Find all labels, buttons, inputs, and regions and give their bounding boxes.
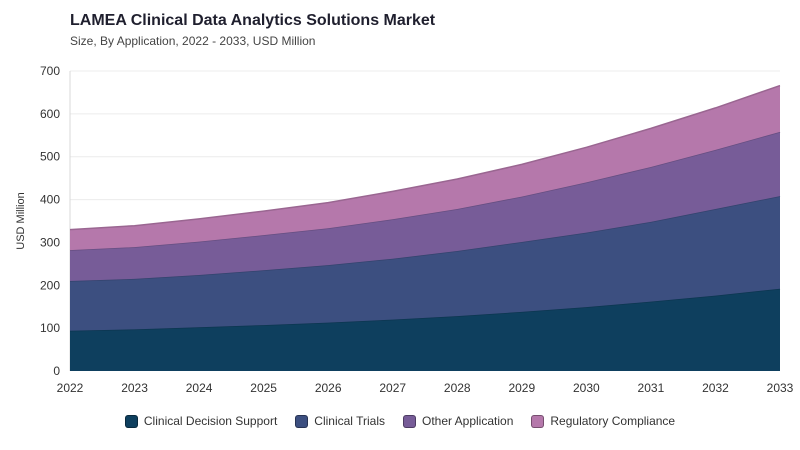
x-tick-label: 2026 [315, 381, 342, 395]
legend-item[interactable]: Clinical Trials [295, 414, 385, 428]
chart-title: LAMEA Clinical Data Analytics Solutions … [70, 12, 436, 29]
x-tick-label: 2025 [250, 381, 277, 395]
legend-label: Regulatory Compliance [550, 414, 676, 428]
legend-item[interactable]: Clinical Decision Support [124, 414, 278, 428]
area-series-regulatory-compliance [70, 85, 780, 251]
x-tick-label: 2023 [121, 381, 148, 395]
area-series-other-application [70, 131, 780, 281]
legend-swatch [402, 414, 416, 428]
x-tick-label: 2022 [57, 381, 84, 395]
y-tick-label: 400 [40, 193, 60, 207]
y-tick-label: 300 [40, 235, 60, 249]
x-tick-label: 2027 [379, 381, 406, 395]
y-tick-label: 600 [40, 107, 60, 121]
legend-swatch [295, 414, 309, 428]
x-tick-label: 2031 [638, 381, 665, 395]
x-tick-label: 2032 [702, 381, 729, 395]
legend-label: Other Application [421, 414, 514, 428]
legend-swatch [124, 414, 138, 428]
y-tick-label: 700 [40, 64, 60, 78]
y-tick-label: 100 [40, 321, 60, 335]
legend-label: Clinical Decision Support [143, 414, 278, 428]
y-axis-label: USD Million [15, 192, 27, 249]
y-tick-label: 500 [40, 150, 60, 164]
x-tick-label: 2029 [508, 381, 535, 395]
area-series-clinical-trials [70, 196, 780, 331]
chart-subtitle: Size, By Application, 2022 - 2033, USD M… [70, 34, 316, 48]
legend-label: Clinical Trials [314, 414, 385, 428]
x-tick-label: 2030 [573, 381, 600, 395]
legend-item[interactable]: Other Application [402, 414, 514, 428]
series-line-regulatory-compliance [69, 84, 781, 231]
x-tick-label: 2033 [767, 381, 794, 395]
legend-swatch [531, 414, 545, 428]
y-tick-label: 200 [40, 278, 60, 292]
legend: Clinical Decision Support Clinical Trials… [0, 414, 800, 428]
x-tick-label: 2028 [444, 381, 471, 395]
area-series-clinical-decision-support [70, 288, 780, 371]
y-tick-label: 0 [53, 364, 60, 378]
x-tick-label: 2024 [186, 381, 213, 395]
legend-item[interactable]: Regulatory Compliance [531, 414, 675, 428]
